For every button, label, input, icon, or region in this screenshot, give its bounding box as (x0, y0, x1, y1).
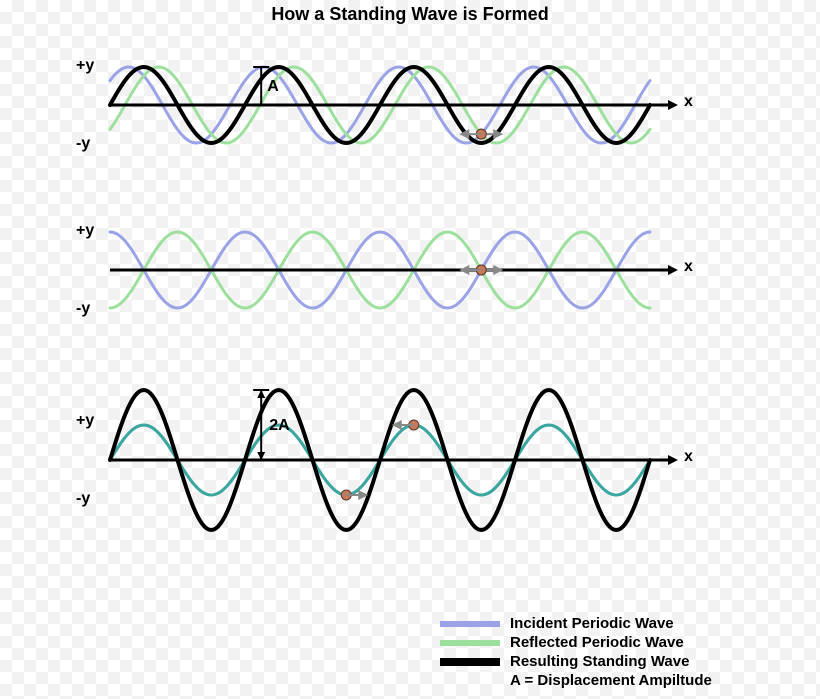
legend-label: Resulting Standing Wave (510, 653, 689, 670)
amplitude-label: 2A (269, 417, 290, 434)
legend: Incident Periodic Wave Reflected Periodic… (440, 613, 780, 689)
y-pos-label: +y (76, 57, 94, 75)
legend-row-1: Reflected Periodic Wave (440, 634, 780, 651)
legend-row-2: Resulting Standing Wave (440, 653, 780, 670)
x-axis-label: x (684, 448, 693, 466)
diagram-title: How a Standing Wave is Formed (0, 4, 820, 25)
legend-swatch (440, 621, 500, 627)
legend-swatch (440, 658, 500, 666)
wave-panel-1: A +y -y x (0, 30, 710, 180)
wave-panel-2: +y -y x (0, 210, 710, 340)
y-pos-label: +y (76, 222, 94, 240)
x-axis-label: x (684, 93, 693, 111)
x-axis-label: x (684, 258, 693, 276)
y-neg-label: -y (76, 490, 90, 508)
legend-label: Incident Periodic Wave (510, 615, 674, 632)
amplitude-label: A (267, 78, 279, 95)
y-neg-label: -y (76, 300, 90, 318)
y-neg-label: -y (76, 135, 90, 153)
wave-panel-3: 2A +y -y x (0, 360, 710, 560)
legend-label: Reflected Periodic Wave (510, 634, 684, 651)
legend-row-0: Incident Periodic Wave (440, 615, 780, 632)
legend-swatch (440, 640, 500, 646)
legend-footnote: A = Displacement Ampiltude (510, 672, 780, 689)
y-pos-label: +y (76, 412, 94, 430)
